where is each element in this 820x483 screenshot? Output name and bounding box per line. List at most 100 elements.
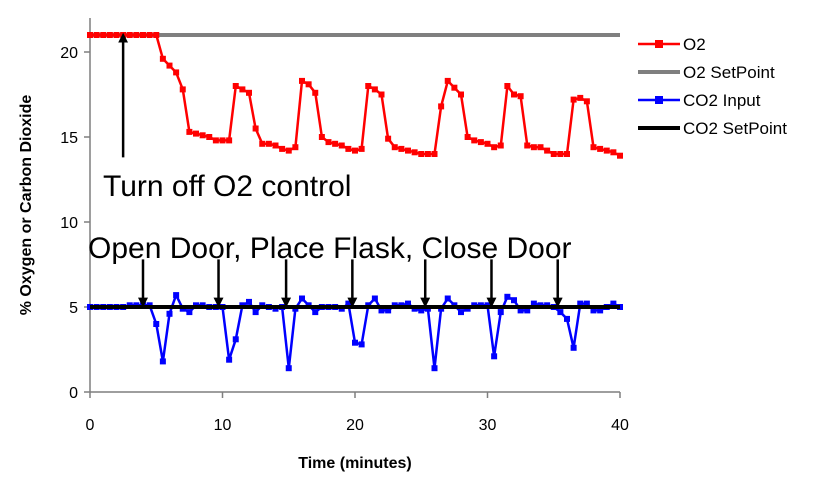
data-point-co2-input [517,307,524,314]
data-point-o2 [166,62,173,69]
data-point-o2 [352,147,358,154]
data-point-o2 [590,144,597,151]
data-point-co2-input [358,341,365,348]
data-point-o2 [113,32,120,38]
data-point-o2 [318,134,325,140]
legend-item-o2-setpoint: O2 SetPoint [638,63,775,82]
data-point-o2 [530,144,537,151]
data-point-o2 [193,130,199,137]
data-point-o2 [299,77,305,84]
data-point-o2 [405,147,411,154]
data-point-o2 [431,151,438,157]
data-point-o2 [418,151,425,157]
data-point-co2-input [371,295,378,302]
data-point-co2-input [583,300,590,307]
x-axis-title: Time (minutes) [298,455,412,472]
data-point-o2 [239,86,246,93]
data-point-o2 [524,142,531,149]
data-point-o2 [537,144,544,151]
data-point-co2-input [570,344,577,351]
data-point-co2-input [285,365,292,372]
legend-label: O2 [683,35,706,54]
data-point-o2 [610,149,617,156]
series-layer [87,32,623,372]
legend-label: CO2 SetPoint [683,119,787,138]
data-point-co2-input [173,292,180,299]
annotation-door-events: Open Door, Place Flask, Close Door [88,232,572,265]
data-point-co2-input [557,309,564,316]
data-point-o2 [424,151,431,157]
data-point-o2 [338,142,345,149]
data-point-o2 [471,137,478,144]
data-point-co2-input [524,307,531,314]
data-point-o2 [133,32,140,38]
data-point-co2-input [511,297,517,304]
annotation-layer: Turn off O2 control Open Door, Place Fla… [88,32,572,308]
y-tick-label: 15 [60,130,78,147]
legend-marker [655,96,663,104]
data-point-o2 [365,83,372,89]
x-ticks: 0 10 20 30 40 [86,392,629,434]
data-point-o2 [444,77,451,84]
data-point-co2-input [378,307,385,314]
data-point-co2-input [497,309,504,316]
data-point-o2 [232,83,239,89]
data-point-o2 [583,98,590,105]
data-point-o2 [312,89,319,96]
data-point-o2 [186,128,193,135]
data-point-co2-input [246,298,252,305]
data-point-o2 [517,93,524,100]
data-point-o2 [93,32,100,38]
data-point-o2 [179,86,186,93]
data-point-o2 [617,152,623,159]
series-line-o2 [90,33,621,157]
data-point-o2 [219,137,226,144]
legend-item-o2: O2 [638,35,706,54]
data-point-o2 [146,32,153,38]
x-tick-label: 40 [611,417,629,434]
data-point-co2-input [458,309,464,316]
data-point-o2 [332,140,339,147]
data-point-o2 [491,144,498,151]
series-co2-input [87,292,623,372]
annotation-turn-off-o2: Turn off O2 control [103,170,351,203]
data-point-o2 [477,139,484,146]
data-point-co2-input [610,300,617,307]
data-point-o2 [246,89,252,96]
axes: 0 5 10 15 20 0 10 20 30 40 [60,18,629,434]
legend: O2 O2 SetPoint CO2 Input CO2 SetPoint [638,35,787,138]
data-point-o2 [464,134,471,140]
data-point-o2 [371,86,378,93]
x-tick-label: 30 [479,417,497,434]
data-point-o2 [451,84,458,91]
data-point-co2-input [597,307,604,314]
data-point-o2 [511,91,517,98]
data-point-co2-input [232,336,239,343]
legend-label: CO2 Input [683,91,761,110]
x-tick-label: 10 [214,417,232,434]
data-point-o2 [173,69,180,76]
data-point-o2 [265,140,272,147]
data-point-o2 [259,140,266,147]
data-point-o2 [226,137,233,144]
data-point-co2-input [166,310,173,317]
data-point-co2-input [431,365,438,372]
data-point-o2 [206,134,213,140]
legend-item-co2-setpoint: CO2 SetPoint [638,119,787,138]
data-point-co2-input [385,307,392,314]
data-point-co2-input [299,295,305,302]
data-point-o2 [484,140,491,147]
data-point-o2 [325,139,332,146]
data-point-o2 [252,125,259,132]
data-point-o2 [497,142,504,149]
legend-marker [655,40,663,48]
series-o2 [87,32,623,159]
data-point-o2 [550,151,557,157]
y-tick-label: 0 [69,385,78,402]
data-point-o2 [272,142,279,149]
data-point-o2 [292,144,299,151]
data-point-o2 [345,145,352,152]
data-point-o2 [126,32,133,38]
data-point-o2 [100,32,107,38]
